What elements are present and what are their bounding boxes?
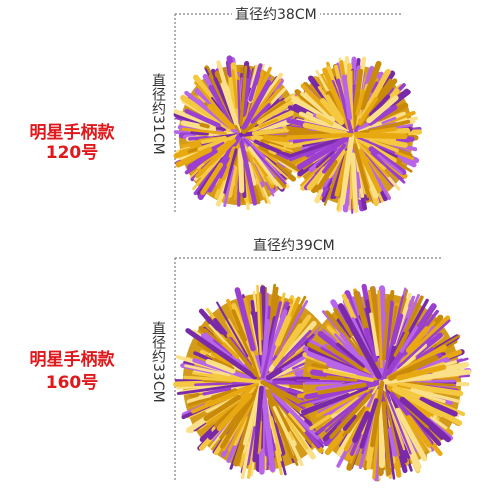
product-size: 120号: [45, 143, 99, 163]
width-label: 直径约39CM: [250, 235, 338, 255]
height-label: 直径约31CM: [148, 70, 168, 158]
width-label: 直径约38CM: [232, 4, 320, 24]
product-size: 160号: [45, 373, 99, 393]
pompom: [173, 55, 310, 211]
product-label: 明星手柄款: [29, 123, 115, 143]
product-label: 明星手柄款: [29, 350, 115, 370]
pompom: [294, 283, 472, 482]
height-label: 直径约33CM: [148, 318, 168, 406]
pompom: [283, 55, 423, 214]
